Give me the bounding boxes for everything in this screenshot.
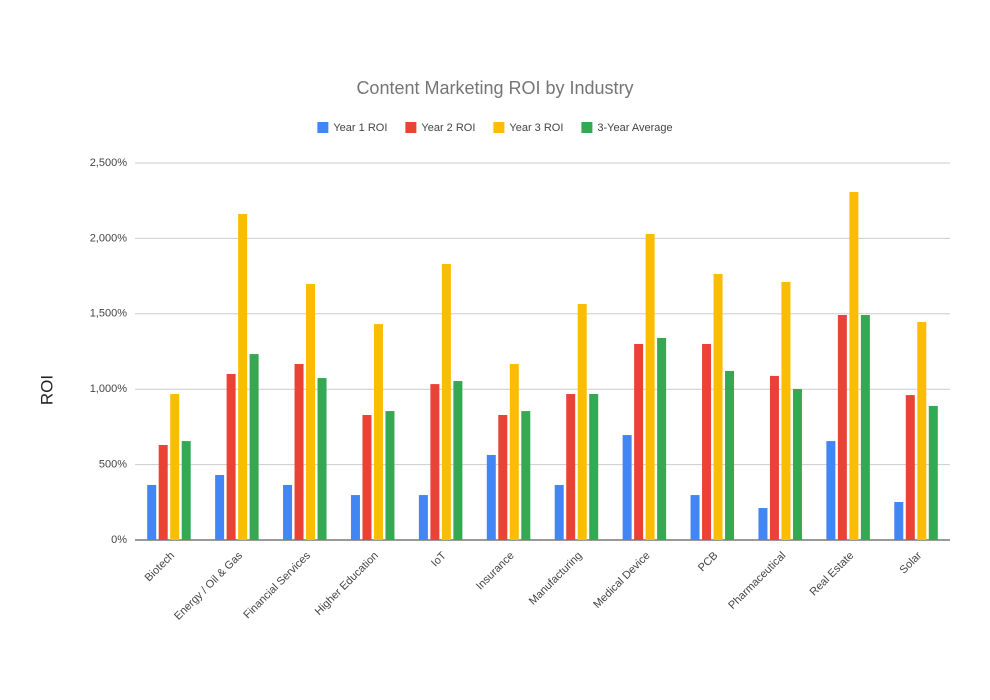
bar <box>645 234 655 540</box>
legend-label: Year 3 ROI <box>509 122 563 134</box>
legend-swatch <box>493 122 505 133</box>
bar <box>781 281 791 540</box>
bar <box>418 495 428 540</box>
bar <box>566 394 576 540</box>
bar <box>589 394 599 540</box>
y-tick-label: 1,000% <box>90 383 128 395</box>
bar <box>170 394 180 540</box>
legend-swatch <box>581 122 593 133</box>
bar <box>238 213 248 540</box>
bar <box>181 441 191 540</box>
bar <box>385 411 395 540</box>
legend-label: Year 2 ROI <box>421 122 475 134</box>
bar <box>373 324 383 540</box>
bar <box>792 389 802 540</box>
bar <box>283 484 293 540</box>
y-tick-label: 1,500% <box>90 308 128 320</box>
y-tick-label: 0% <box>111 534 127 546</box>
bar <box>690 495 700 540</box>
y-tick-label: 2,000% <box>90 232 128 244</box>
chart-title: Content Marketing ROI by Industry <box>356 78 633 98</box>
legend-swatch <box>317 122 329 133</box>
bar <box>725 370 735 540</box>
bar <box>498 414 508 540</box>
bar <box>894 501 904 540</box>
bar <box>249 354 259 540</box>
bar <box>758 508 768 540</box>
bar <box>294 364 304 540</box>
bar <box>577 303 587 540</box>
bar <box>441 264 451 540</box>
legend-label: Year 1 ROI <box>333 122 387 134</box>
y-tick-label: 2,500% <box>90 157 128 169</box>
bar <box>917 321 927 540</box>
bar <box>849 191 859 540</box>
y-tick-label: 500% <box>99 459 127 471</box>
bar <box>486 454 496 540</box>
y-axis-label: ROI <box>37 375 56 405</box>
bar <box>702 343 712 540</box>
bar <box>350 495 360 540</box>
bar <box>215 475 225 540</box>
bar <box>509 364 519 540</box>
bar <box>622 435 632 540</box>
bar <box>837 315 847 540</box>
bar <box>554 484 564 540</box>
bar <box>634 343 644 540</box>
bar <box>226 373 236 540</box>
bar <box>521 411 531 540</box>
bar <box>657 337 667 540</box>
bar <box>713 273 723 540</box>
bar <box>362 414 372 540</box>
bar <box>317 378 327 540</box>
bar <box>769 375 779 540</box>
bar <box>928 405 938 540</box>
bar <box>905 395 915 540</box>
legend-label: 3-Year Average <box>597 122 672 134</box>
bar <box>860 315 870 540</box>
bar <box>453 381 463 540</box>
bar <box>826 441 836 540</box>
bar <box>158 444 168 540</box>
bar <box>306 283 316 540</box>
bar <box>430 384 440 540</box>
legend-swatch <box>405 122 417 133</box>
bar <box>147 484 157 540</box>
